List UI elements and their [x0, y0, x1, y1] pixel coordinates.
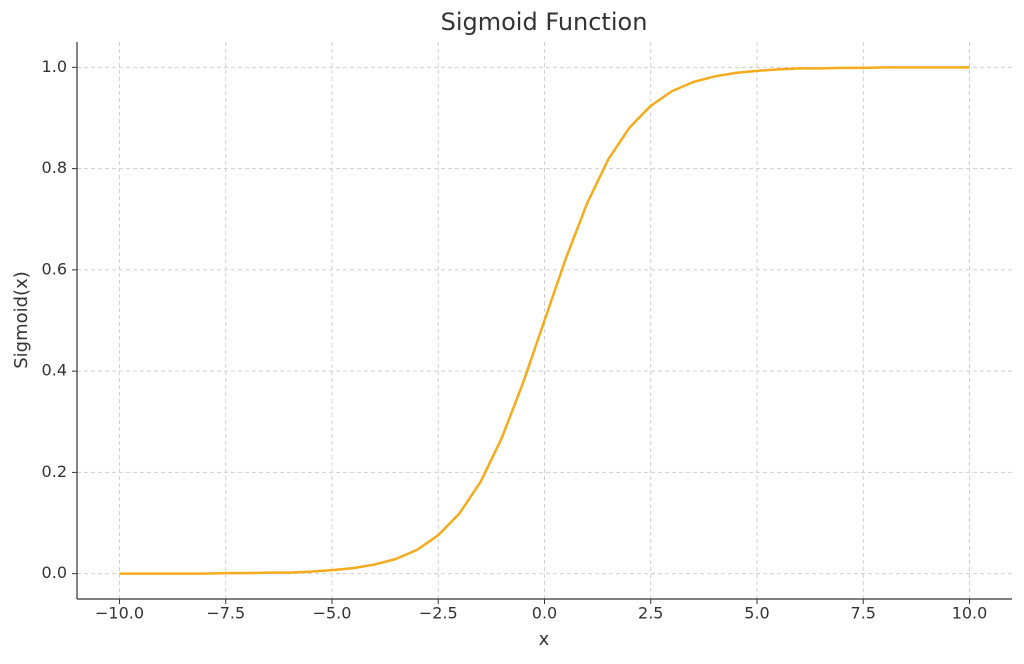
x-tick-label: 10.0 — [952, 604, 988, 623]
x-tick-label: −10.0 — [95, 604, 144, 623]
x-tick-label: 5.0 — [744, 604, 769, 623]
y-tick-label: 0.2 — [42, 462, 67, 481]
x-tick-label: 0.0 — [532, 604, 557, 623]
y-tick-label: 0.4 — [42, 361, 67, 380]
y-tick-label: 0.6 — [42, 259, 67, 278]
x-tick-label: 2.5 — [638, 604, 663, 623]
x-axis-label: x — [539, 629, 550, 650]
line-series — [119, 66, 970, 575]
chart-title: Sigmoid Function — [441, 8, 648, 36]
y-tick-label: 0.8 — [42, 158, 67, 177]
y-axis-label: Sigmoid(x) — [11, 271, 32, 369]
x-tick-label: −2.5 — [419, 604, 458, 623]
y-tick-label: 0.0 — [42, 563, 67, 582]
x-tick-label: −5.0 — [313, 604, 352, 623]
y-tick-label: 1.0 — [42, 57, 67, 76]
x-tick-label: 7.5 — [851, 604, 876, 623]
x-tick-label: −7.5 — [206, 604, 245, 623]
